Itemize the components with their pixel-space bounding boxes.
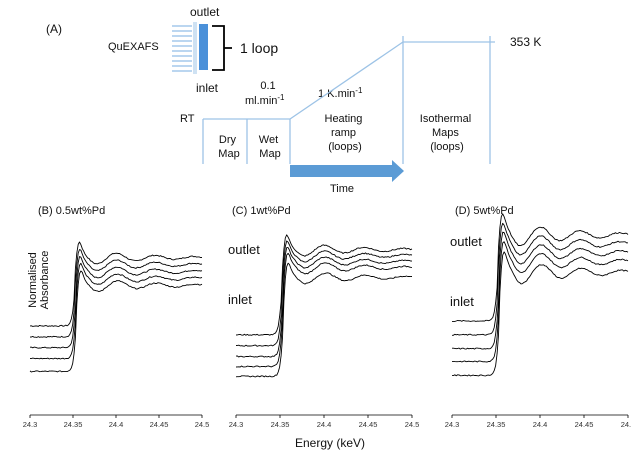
spectra-panel-1wt-pd: (C) 1wt%Pd 24.3 24.35 24.4 24.45 24.5 outlet in… <box>228 205 419 429</box>
x-tick-label: 24.35 <box>271 420 290 429</box>
outlet-label: outlet <box>450 234 482 249</box>
panel-a-label: (A) <box>46 22 62 36</box>
panel-title: (B) 0.5wt%Pd <box>38 205 105 217</box>
final-temp: 353 K <box>510 35 541 49</box>
x-tick-label: 24.45 <box>575 420 594 429</box>
schematic-panel: (A) QuEXAFS outlet inlet 1 loop 0.1 ml.m… <box>46 5 541 195</box>
spectrum-line <box>235 234 413 336</box>
reactor-window <box>193 22 197 74</box>
x-tick-label: 24.5 <box>195 420 210 429</box>
inlet-label: inlet <box>450 294 474 309</box>
stage-isothermal-maps: Isothermal Maps (loops) <box>420 113 474 153</box>
y-axis-label-2: Absorbance <box>39 251 51 310</box>
xray-beam <box>172 25 192 72</box>
inlet-label: inlet <box>196 81 219 95</box>
flow-value: 0.1 <box>260 80 275 92</box>
x-tick-label: 24.35 <box>487 420 506 429</box>
x-tick-label: 24.4 <box>317 420 332 429</box>
x-tick-label: 24.35 <box>64 420 83 429</box>
flow-unit: ml.min-1 <box>245 93 285 107</box>
stage-wet-map: Wet Map <box>259 134 281 160</box>
x-tick-label: 24.4 <box>533 420 548 429</box>
spectrum-line <box>235 262 413 378</box>
spectrum-line <box>29 249 203 338</box>
time-label: Time <box>330 183 354 195</box>
spectrum-line <box>452 222 629 336</box>
spectra-panel-0.5wt-pd: (B) 0.5wt%Pd 24.3 24.35 24.4 24.45 24.5 <box>23 205 210 429</box>
y-axis-label-1: Normalised <box>27 252 39 308</box>
outlet-label: outlet <box>228 242 260 257</box>
spectrum-line <box>235 247 413 358</box>
outlet-label: outlet <box>190 5 220 19</box>
spectrum-line <box>29 256 203 349</box>
rt-label: RT <box>180 113 195 125</box>
loop-bracket <box>212 25 232 71</box>
x-axis-label: Energy (keV) <box>295 436 365 450</box>
spectrum-line <box>29 241 203 327</box>
x-tick-label: 24.45 <box>359 420 378 429</box>
ramp-rate: 1 K.min-1 <box>318 86 363 100</box>
stage-dry-map: Dry Map <box>218 134 239 160</box>
time-arrow <box>290 160 404 182</box>
spectrum-line <box>452 241 629 363</box>
quexafs-label: QuEXAFS <box>108 41 159 53</box>
spectrum-line <box>29 262 203 360</box>
x-tick-label: 24.3 <box>23 420 38 429</box>
panel-title: (C) 1wt%Pd <box>232 205 291 217</box>
spectrum-line <box>452 231 629 350</box>
spectra-panel-5wt-pd: (D) 5wt%Pd 24.3 24.35 24.4 24.45 24.5 outlet in… <box>445 205 631 429</box>
inlet-label: inlet <box>228 292 252 307</box>
spectrum-line <box>29 270 203 373</box>
panel-title: (D) 5wt%Pd <box>455 205 514 217</box>
loop-label: 1 loop <box>240 40 278 56</box>
spectrum-line <box>235 240 413 347</box>
stage-heating-ramp: Heating ramp (loops) <box>325 113 366 153</box>
x-tick-label: 24.4 <box>109 420 124 429</box>
x-tick-label: 24.5 <box>621 420 631 429</box>
x-tick-label: 24.45 <box>150 420 169 429</box>
temperature-profile <box>202 36 495 164</box>
spectrum-line <box>235 252 413 368</box>
x-tick-label: 24.3 <box>445 420 460 429</box>
x-tick-label: 24.5 <box>405 420 420 429</box>
spectrum-line <box>452 251 629 377</box>
reactor-cell <box>199 24 208 70</box>
x-tick-label: 24.3 <box>229 420 244 429</box>
spectrum-line <box>452 213 629 322</box>
